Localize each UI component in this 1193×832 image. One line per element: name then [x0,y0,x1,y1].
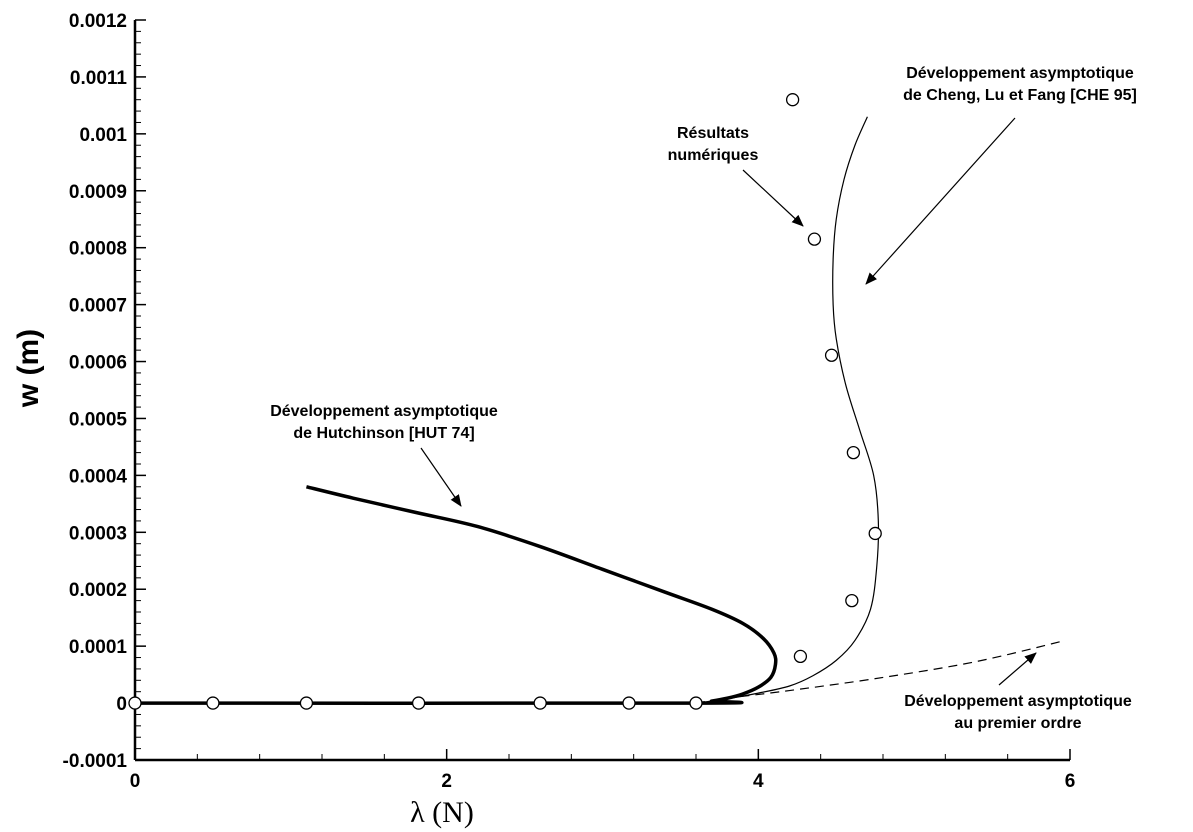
series-resultats-point [299,696,314,710]
x-tick-label: 2 [441,771,452,792]
series-resultats-point [206,696,220,710]
annotation-cheng-lu-fang-line-1: Développement asymptotique [906,65,1134,82]
series-resultats-point [411,696,426,710]
series-resultats-point [689,696,703,710]
series-resultats-point [128,696,142,710]
annotation-hutchinson: Développement asymptotique de Hutchinson… [270,403,498,507]
annotation-cheng-lu-fang-line-2: de Cheng, Lu et Fang [CHE 95] [903,87,1137,104]
series-cheng-lu-fang-line [695,116,880,704]
y-tick-label: 0.0009 [69,182,127,203]
annotation-cheng-lu-fang-arrow [865,117,1016,285]
series-resultats-point [622,696,636,710]
y-tick-label: 0 [116,694,127,715]
y-tick-label: 0.0012 [69,11,127,32]
annotation-resultats-line-2: numériques [668,147,759,164]
series-resultats-point [846,445,861,460]
x-axis-label: λ (N) [410,796,474,829]
series-premier-ordre-line [695,639,1066,704]
series-hutchinson-line [134,485,778,705]
x-tick-label: 4 [753,771,764,792]
y-tick-label: 0.0005 [69,409,128,430]
series-resultats-point [868,526,882,541]
y-tick-label: 0.0011 [70,68,127,89]
annotation-cheng-lu-fang: Développement asymptotique de Cheng, Lu … [865,65,1137,285]
plot-area [128,93,1066,710]
y-axis-label: w (m) [12,329,45,408]
annotation-premier-ordre-line-1: Développement asymptotique [904,693,1132,710]
x-tick-label: 0 [130,771,141,792]
series-resultats-point [845,593,859,608]
annotation-resultats-numeriques: Résultats numériques [668,125,804,227]
y-tick-label: 0.0004 [69,466,128,487]
series-resultats-point [533,696,547,710]
y-tick-label: -0.0001 [63,751,128,772]
annotation-premier-ordre-line-2: au premier ordre [954,715,1081,732]
annotation-hutchinson-line-1: Développement asymptotique [270,403,498,420]
annotation-hutchinson-line-2: de Hutchinson [HUT 74] [293,425,474,442]
series-resultats-point [824,348,839,362]
x-tick-label: 6 [1065,771,1076,792]
annotation-premier-ordre: Développement asymptotique au premier or… [904,652,1132,732]
y-tick-label: 0.0003 [69,523,127,544]
axes: -0.000100.00010.00020.00030.00040.00050.… [63,11,1076,792]
series-resultats-point [807,232,822,246]
annotation-resultats-arrow [742,169,804,227]
annotation-premier-ordre-arrow [998,652,1037,686]
y-tick-label: 0.0008 [69,239,127,260]
y-tick-label: 0.0007 [69,296,127,317]
y-tick-label: 0.001 [79,125,127,146]
y-tick-label: 0.0002 [69,580,127,601]
annotation-hutchinson-arrow [420,447,462,507]
y-tick-label: 0.0006 [69,353,127,374]
series-resultats-point [793,649,808,664]
y-tick-label: 0.0001 [69,637,128,658]
series-resultats-point [785,93,800,107]
annotation-resultats-line-1: Résultats [677,125,749,142]
